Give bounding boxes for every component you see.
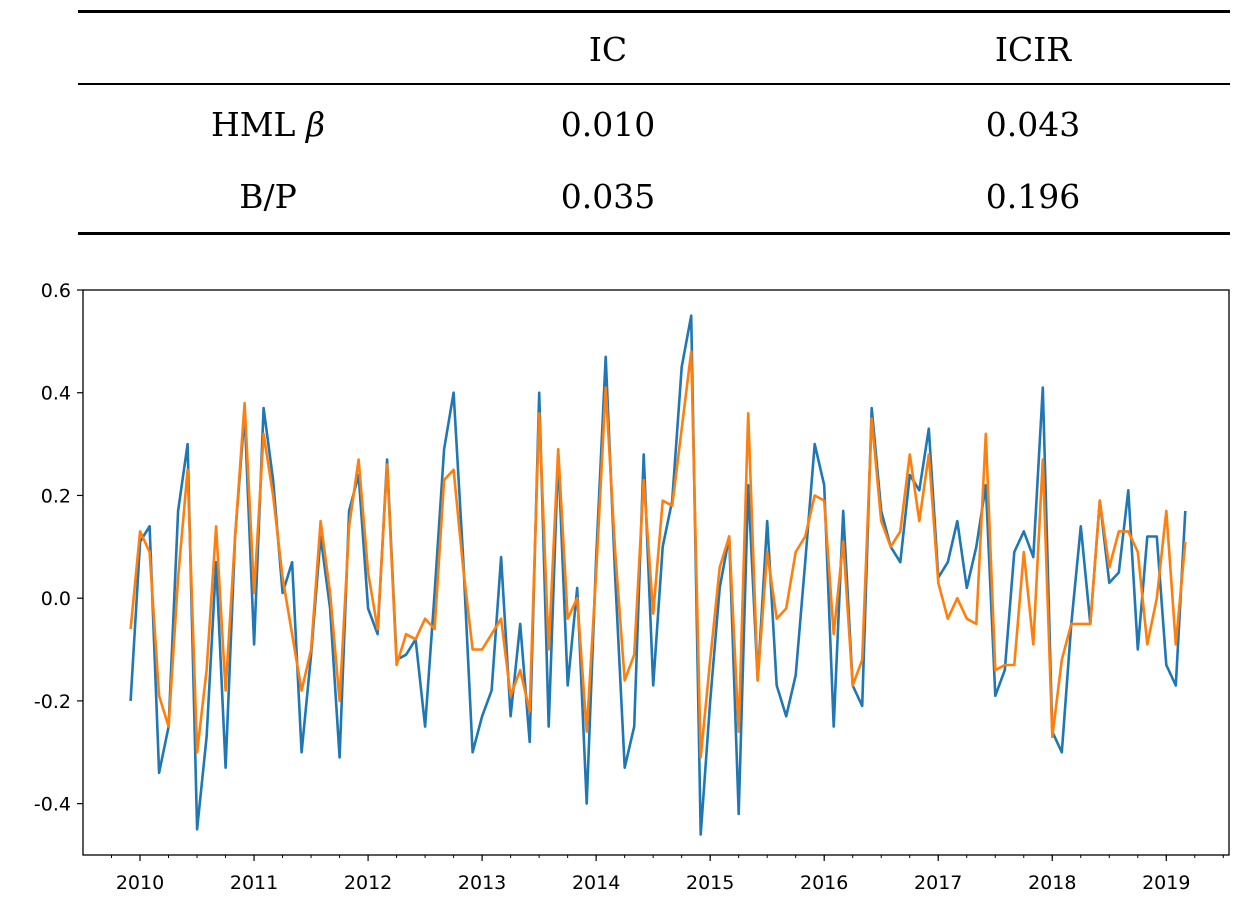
row-label-text: HML: [210, 105, 296, 144]
x-tick-label: 2011: [230, 872, 278, 894]
x-tick-label: 2014: [572, 872, 620, 894]
header-ic: IC: [588, 30, 628, 69]
y-tick-label: 0.2: [41, 485, 71, 507]
x-tick-label: 2012: [344, 872, 392, 894]
series-line-1: [129, 350, 1187, 759]
table-top-rule: [78, 10, 1230, 13]
x-tick-label: 2017: [914, 872, 962, 894]
x-tick-label: 2015: [686, 872, 734, 894]
row-label-hml: HML β: [78, 105, 458, 145]
results-table: IC ICIR HML β 0.010 0.043 B/P 0.035 0.19…: [78, 10, 1230, 236]
x-tick-label: 2013: [458, 872, 506, 894]
cell-bp-ic: 0.035: [560, 177, 656, 216]
plot-frame: [82, 289, 1230, 856]
cell-hml-icir: 0.043: [985, 105, 1081, 144]
y-tick-label: 0.0: [41, 588, 71, 610]
ic-time-series-chart: -0.4 -0.2 0.0 0.2 0.4 0.6 2010 2011 2012 2013 2014…: [34, 280, 1230, 894]
y-tick-label: -0.4: [34, 794, 71, 816]
y-tick-label: -0.2: [34, 691, 71, 713]
x-tick-label: 2016: [800, 872, 848, 894]
y-tick-label: 0.6: [41, 280, 71, 302]
y-tick-label: 0.4: [41, 383, 71, 405]
row-label-bp: B/P: [239, 177, 297, 216]
cell-bp-icir: 0.196: [985, 177, 1081, 216]
table-bottom-rule: [78, 232, 1230, 235]
series-line-0: [129, 314, 1187, 836]
x-tick-label: 2018: [1028, 872, 1076, 894]
x-tick-label: 2010: [116, 872, 164, 894]
beta-symbol: β: [305, 105, 326, 144]
header-icir: ICIR: [994, 30, 1072, 69]
cell-hml-ic: 0.010: [560, 105, 656, 144]
table-header-rule: [78, 83, 1230, 85]
x-tick-label: 2019: [1142, 872, 1190, 894]
